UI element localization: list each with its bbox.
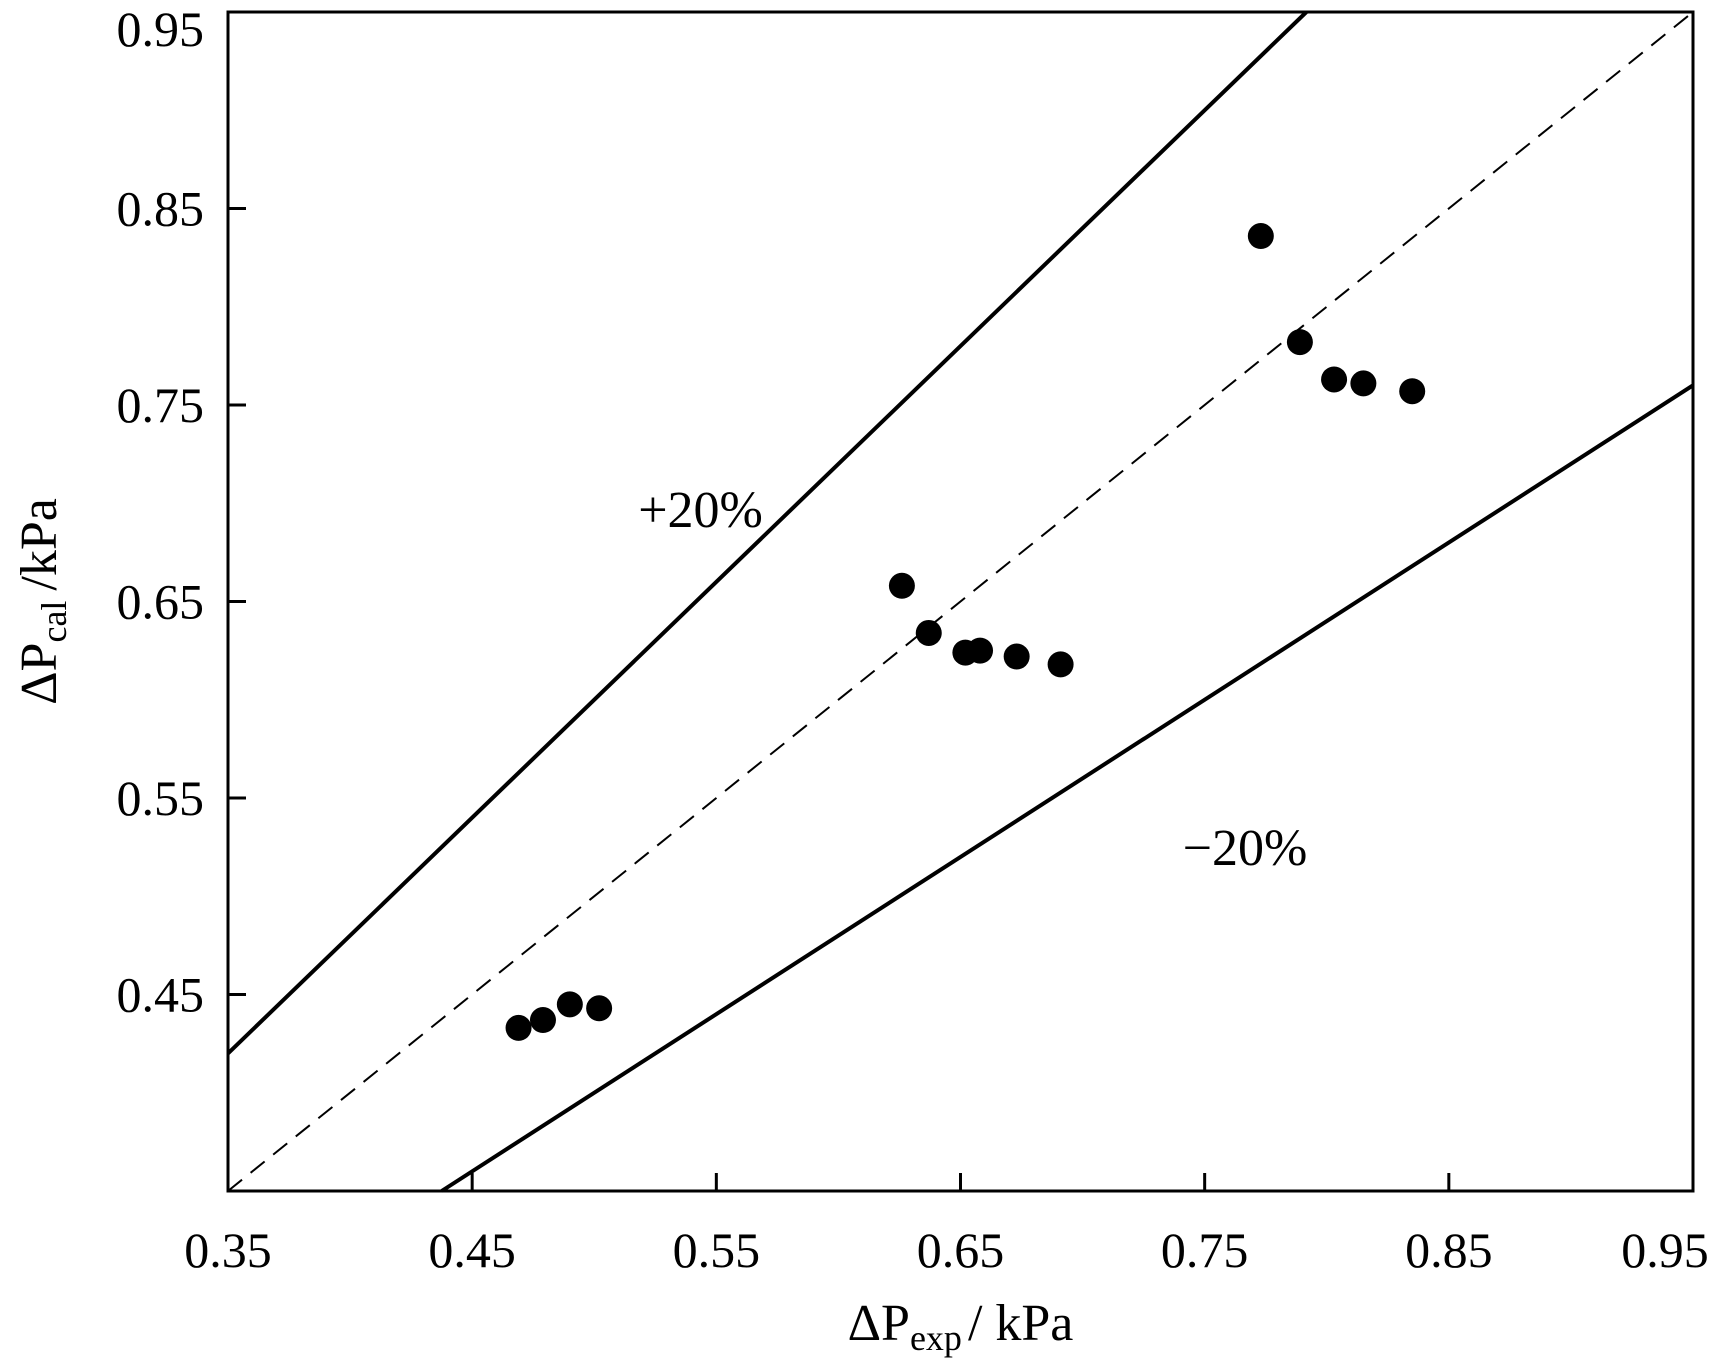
data-point — [1321, 366, 1348, 393]
data-point — [888, 572, 915, 599]
data-point — [505, 1014, 532, 1041]
x-axis-title-unit: / kPa — [968, 1295, 1073, 1352]
plus-20-percent-line — [226, 10, 1308, 1055]
data-point — [586, 995, 613, 1022]
data-point — [1047, 651, 1074, 678]
axis-ticks: 0.35 0.45 0.55 0.65 0.75 0.85 0.95 0.45 0.55 0.65… — [117, 1, 1709, 1278]
data-point — [1247, 223, 1274, 250]
x-axis-title-sub: exp — [910, 1318, 962, 1358]
data-point — [1286, 329, 1313, 356]
data-points — [505, 223, 1426, 1041]
minus-20-percent-line — [440, 383, 1695, 1193]
plus-20-percent-label: +20% — [638, 482, 763, 539]
x-tick-label: 0.75 — [1161, 1222, 1249, 1278]
data-point — [556, 991, 583, 1018]
x-tick-label: 0.85 — [1405, 1222, 1493, 1278]
data-point — [1003, 643, 1030, 670]
y-tick-label: 0.95 — [117, 1, 205, 57]
y-tick-label: 0.65 — [117, 574, 205, 630]
x-tick-label: 0.55 — [673, 1222, 761, 1278]
x-tick-label: 0.65 — [917, 1222, 1005, 1278]
y-axis-title-main: ΔP — [11, 643, 68, 705]
reference-lines — [226, 10, 1695, 1193]
x-tick-label: 0.95 — [1621, 1222, 1709, 1278]
x-tick-label: 0.35 — [184, 1222, 272, 1278]
data-point — [915, 619, 942, 646]
minus-20-percent-label: −20% — [1183, 820, 1308, 877]
x-axis-title: ΔPexp / kPa — [848, 1295, 1074, 1358]
data-point — [967, 637, 994, 664]
y-axis-title-unit: /kPa — [11, 498, 68, 590]
y-tick-label: 0.75 — [117, 377, 205, 433]
data-point — [1399, 378, 1426, 405]
y-tick-label: 0.45 — [117, 967, 205, 1023]
x-tick-label: 0.45 — [428, 1222, 516, 1278]
y-tick-label: 0.85 — [117, 181, 205, 237]
parity-line — [227, 11, 1694, 1192]
data-point — [1350, 370, 1377, 397]
y-axis-title: ΔPcal/kPa — [11, 498, 74, 705]
y-tick-label: 0.55 — [117, 770, 205, 826]
data-point — [529, 1007, 556, 1034]
x-axis-title-main: ΔP — [848, 1295, 910, 1352]
y-axis-title-sub: cal — [34, 601, 74, 643]
